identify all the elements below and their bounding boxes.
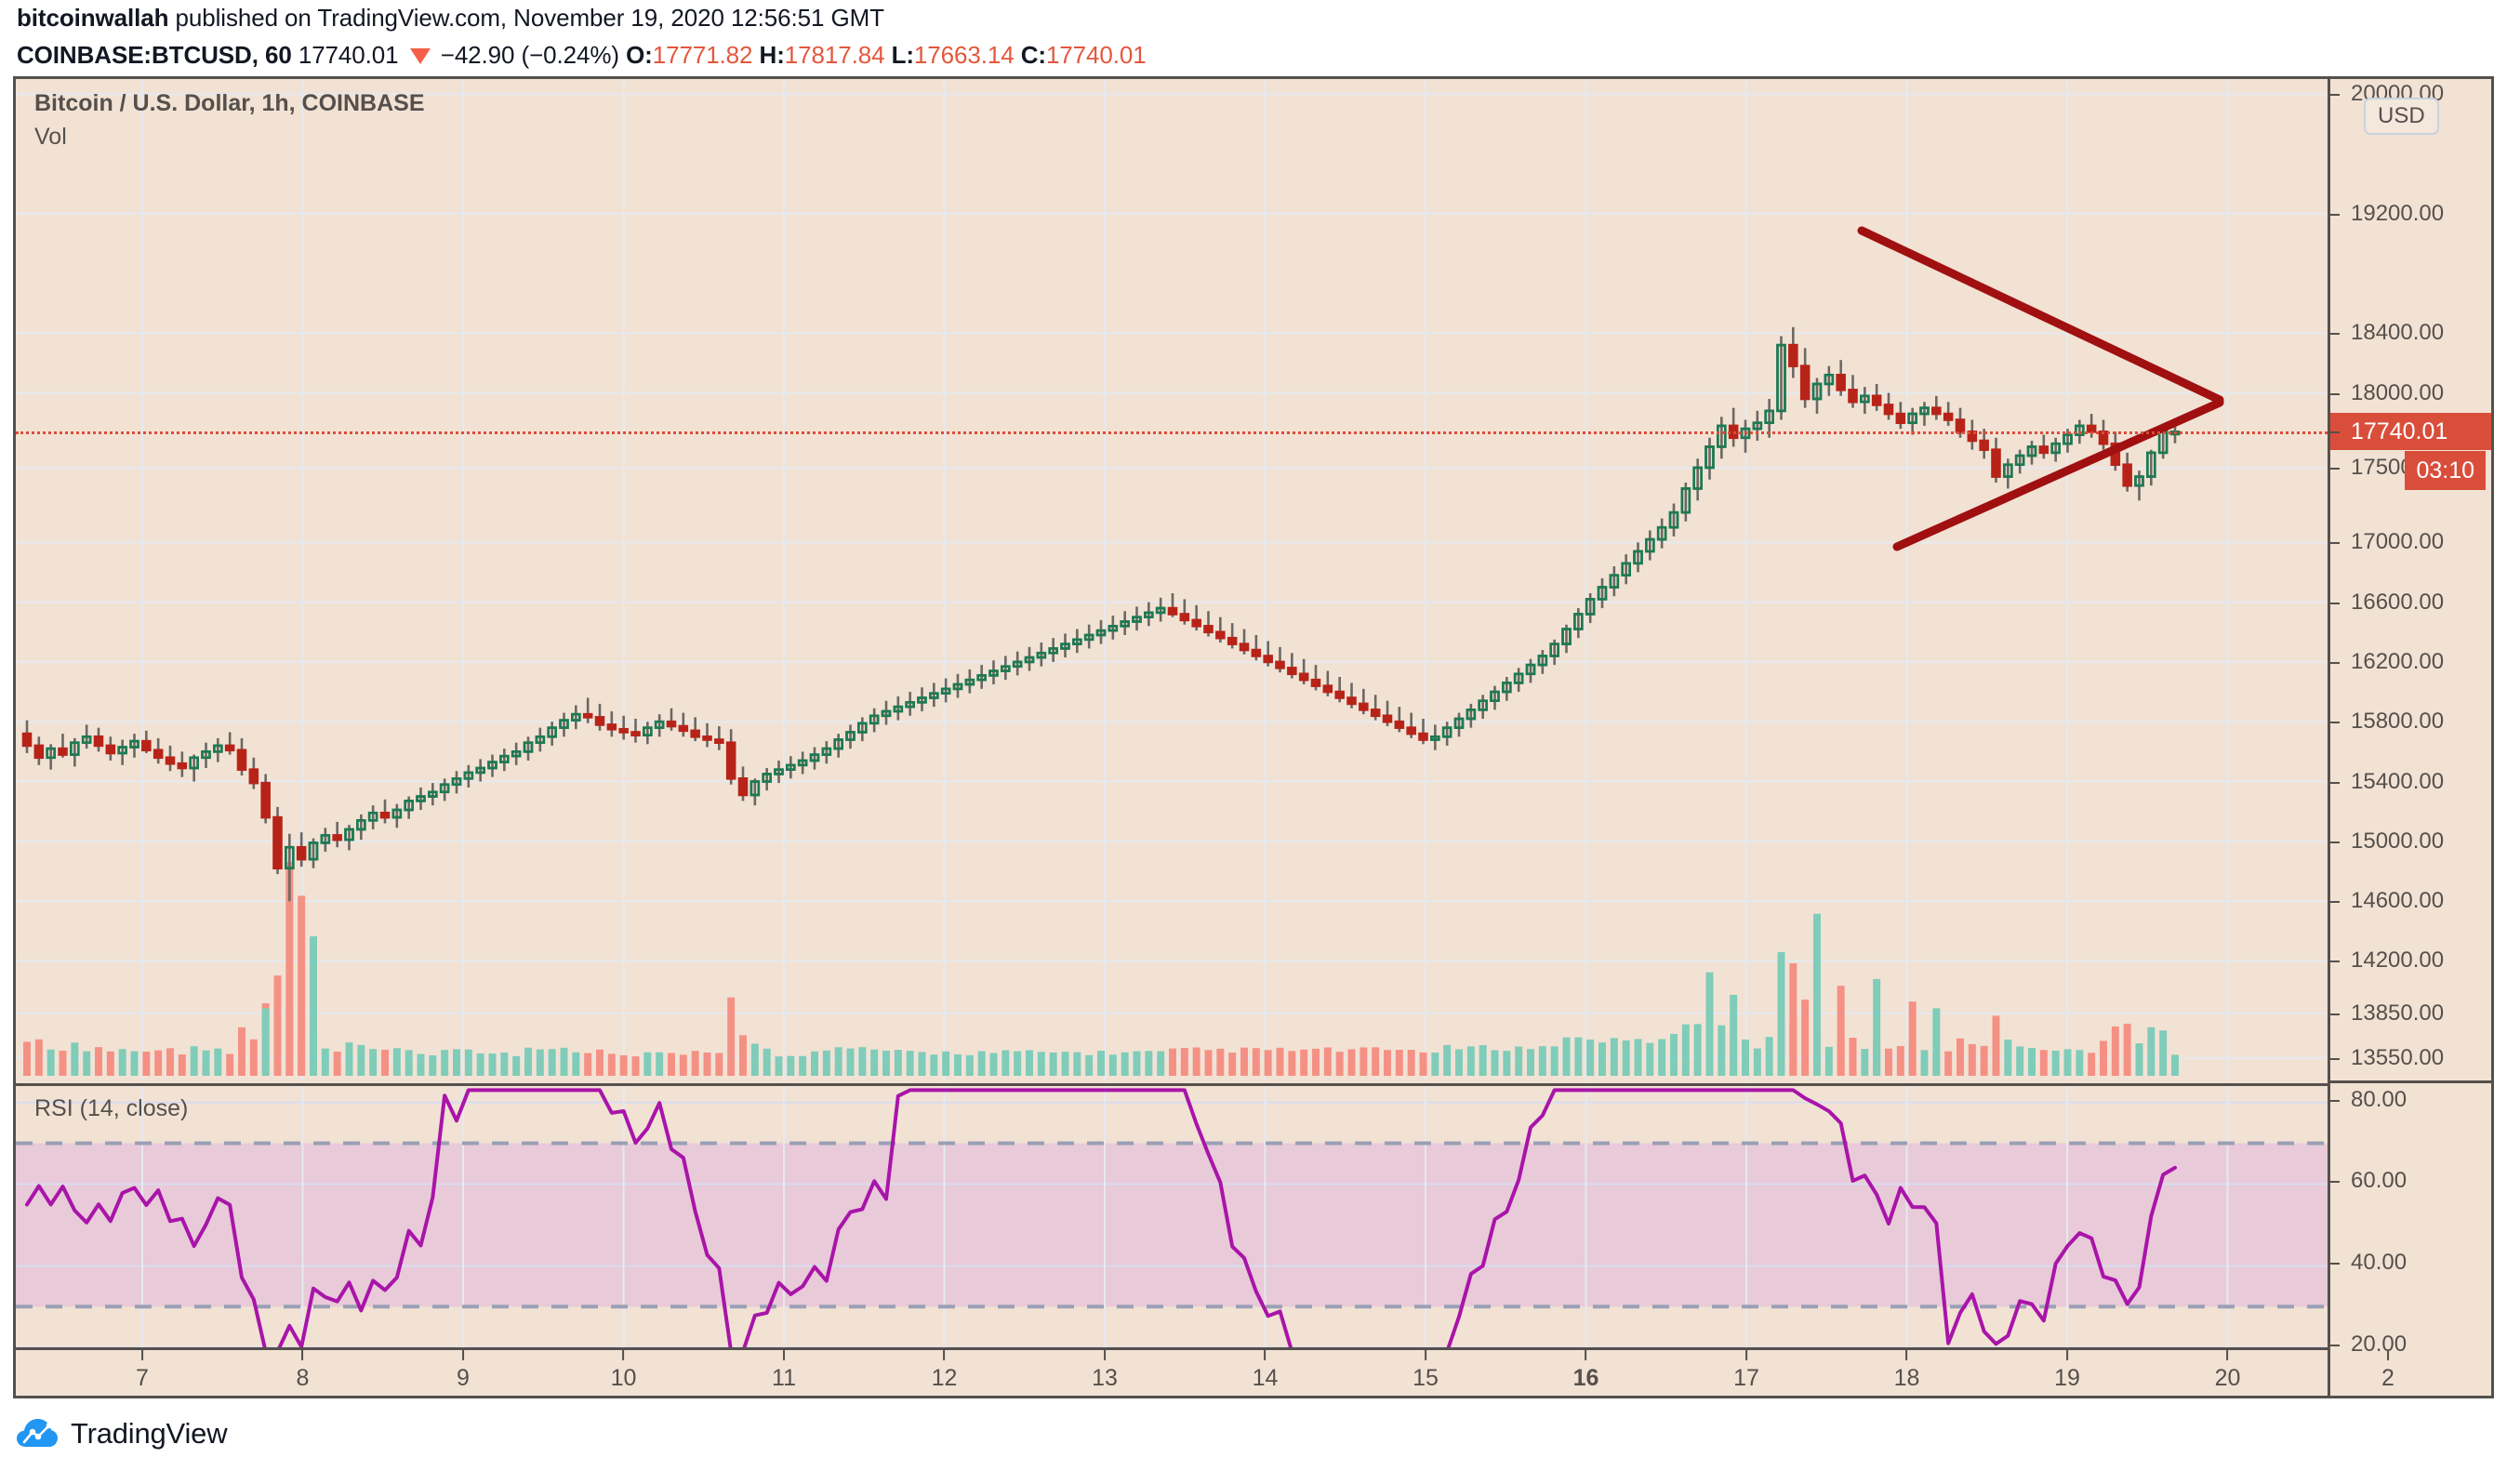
price-tick: 13850.00 <box>2330 1001 2444 1025</box>
time-scale[interactable]: 7 8 9 10 11 12 13 14 15 16 17 18 19 20 2 <box>16 1347 2394 1396</box>
rsi-tick: 80.00 <box>2330 1088 2407 1111</box>
currency-badge[interactable]: USD <box>2364 98 2439 135</box>
chart-container[interactable]: Bitcoin / U.S. Dollar, 1h, COINBASE Vol … <box>13 76 2494 1398</box>
time-tick: 18 <box>1894 1350 1920 1392</box>
last-price: 17740.01 <box>298 41 399 69</box>
publish-meta: published on TradingView.com, November 1… <box>168 4 885 32</box>
price-tick: 18400.00 <box>2330 322 2444 344</box>
price-tick: 17000.00 <box>2330 531 2444 553</box>
symbol-label: COINBASE:BTCUSD, 60 <box>17 41 292 69</box>
tradingview-footer: TradingView <box>17 1417 228 1451</box>
rsi-pane[interactable]: RSI (14, close) <box>16 1083 2328 1356</box>
close-label: C: <box>1020 41 1046 69</box>
time-tick: 14 <box>1253 1350 1279 1392</box>
time-tick: 15 <box>1413 1350 1439 1392</box>
high-value: 17817.84 <box>784 41 885 69</box>
price-tick: 14600.00 <box>2330 890 2444 912</box>
price-tick: 16600.00 <box>2330 590 2444 614</box>
current-price-badge: 17740.01 <box>2330 413 2491 451</box>
time-tick: 20 <box>2215 1350 2241 1392</box>
price-tick: 14200.00 <box>2330 949 2444 972</box>
time-tick: 13 <box>1092 1350 1118 1392</box>
time-tick: 7 <box>136 1350 149 1392</box>
price-pane[interactable]: Bitcoin / U.S. Dollar, 1h, COINBASE Vol <box>16 79 2328 1080</box>
triangle-down-icon <box>409 48 431 64</box>
low-value: 17663.14 <box>913 41 1015 69</box>
rsi-legend-label: RSI (14, close) <box>34 1095 189 1121</box>
time-tick: 12 <box>932 1350 958 1392</box>
time-tick: 16 <box>1573 1350 1599 1392</box>
tradingview-cloud-icon <box>17 1419 58 1447</box>
price-plot <box>16 79 2328 1080</box>
price-tick: 18000.00 <box>2330 381 2444 404</box>
pane-separator <box>2330 1080 2491 1083</box>
current-price-line <box>16 431 2328 435</box>
rsi-tick: 60.00 <box>2330 1170 2407 1192</box>
price-tick: 15800.00 <box>2330 710 2444 733</box>
price-tick: 19200.00 <box>2330 202 2444 225</box>
time-tick: 9 <box>457 1350 470 1392</box>
time-tick: 2 <box>2381 1350 2394 1392</box>
close-value: 17740.01 <box>1045 41 1147 69</box>
volume-legend-label: Vol <box>34 124 67 150</box>
time-tick: 10 <box>611 1350 637 1392</box>
time-tick: 17 <box>1733 1350 1759 1392</box>
time-tick: 11 <box>772 1350 796 1392</box>
price-tick: 15000.00 <box>2330 829 2444 853</box>
rsi-tick: 40.00 <box>2330 1252 2407 1274</box>
price-tick: 15400.00 <box>2330 770 2444 793</box>
bar-countdown-badge: 03:10 <box>2405 451 2486 491</box>
price-tick: 13550.00 <box>2330 1046 2444 1069</box>
price-change: −42.90 (−0.24%) <box>440 41 619 69</box>
rsi-tick: 20.00 <box>2330 1333 2407 1356</box>
price-scale[interactable]: USD 20000.00 19200.00 18400.00 18000.00 1750… <box>2328 79 2491 1396</box>
tradingview-brand-label: TradingView <box>71 1417 228 1450</box>
author-name: bitcoinwallah <box>17 4 169 32</box>
rsi-plot <box>16 1086 2328 1356</box>
publish-attribution: bitcoinwallah published on TradingView.c… <box>17 4 884 33</box>
low-label: L: <box>891 41 914 69</box>
time-tick: 8 <box>297 1350 310 1392</box>
time-tick: 19 <box>2054 1350 2080 1392</box>
price-pane-legend-title: Bitcoin / U.S. Dollar, 1h, COINBASE <box>34 90 425 116</box>
quote-line: COINBASE:BTCUSD, 60 17740.01 −42.90 (−0.… <box>17 41 1147 70</box>
high-label: H: <box>759 41 785 69</box>
open-label: O: <box>626 41 653 69</box>
price-tick: 16200.00 <box>2330 650 2444 673</box>
open-value: 17771.82 <box>652 41 753 69</box>
